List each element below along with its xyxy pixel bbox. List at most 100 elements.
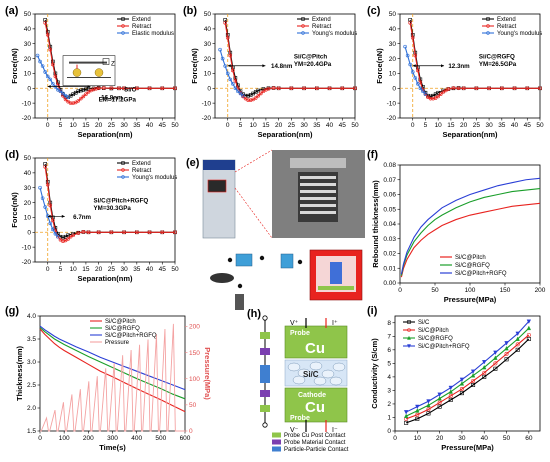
data-point-marker	[515, 342, 520, 347]
panel-label: (g)	[5, 305, 19, 317]
x-tick-label: 20	[460, 122, 468, 129]
data-point-marker	[471, 382, 476, 387]
probe-tip-box	[102, 58, 110, 65]
photo-press-ring	[300, 197, 336, 200]
legend-label: Si/C@RGFQ	[105, 326, 140, 332]
data-point-marker	[504, 341, 509, 346]
arrow-head	[262, 64, 266, 68]
arrow-head	[441, 64, 445, 68]
data-point-marker	[413, 76, 418, 80]
terminal	[262, 315, 268, 321]
data-point-marker	[43, 165, 47, 169]
photo-top-plate	[290, 158, 346, 168]
data-point-marker	[71, 233, 75, 238]
y-tick-label: 0.01	[383, 265, 396, 272]
photo-press-ring	[300, 176, 336, 179]
y-tick-label: 40	[24, 26, 32, 33]
data-point-marker	[233, 86, 238, 91]
data-point-marker	[233, 79, 238, 83]
data-point-marker	[58, 89, 63, 94]
contact-probe-material	[260, 348, 270, 355]
particle	[287, 362, 301, 372]
v-plus-label: V⁺	[290, 320, 299, 327]
series-line	[405, 338, 530, 424]
x-axis-label: Pressure(MPa)	[441, 443, 494, 452]
photo-press-ring	[300, 204, 336, 207]
y-tick-label: -20	[387, 115, 397, 122]
balance-icon	[235, 294, 244, 310]
data-point-marker	[231, 82, 235, 86]
data-point-marker	[504, 357, 509, 362]
data-point-marker	[515, 336, 520, 341]
y-right-tick-label: 50	[189, 402, 197, 409]
legend-label: Retract	[132, 168, 152, 174]
data-point-marker	[109, 86, 114, 90]
y-tick-label: 1	[387, 415, 391, 422]
x-tick-label: 35	[133, 266, 141, 273]
cabinet-screen	[207, 179, 227, 193]
y-tick-label: 10	[389, 71, 397, 78]
data-point-marker	[43, 21, 47, 25]
data-point-marker	[486, 31, 490, 35]
chart-annotation: 16.8nm	[101, 94, 123, 101]
x-tick-label: 20	[275, 122, 283, 129]
contact-cu-post	[260, 405, 270, 412]
y-tick-label: 40	[389, 26, 397, 33]
x-tick-label: 45	[159, 122, 167, 129]
data-point-marker	[410, 35, 415, 40]
step-number-dot	[237, 283, 243, 289]
data-point-marker	[51, 62, 55, 67]
data-point-marker	[223, 21, 227, 25]
legend-label: Si/C@RGFQ	[455, 263, 490, 269]
y-tick-label: 30	[24, 185, 32, 192]
y-tick-label: 0.05	[383, 206, 396, 213]
data-point-marker	[76, 89, 81, 94]
data-point-marker	[84, 87, 88, 92]
schematic-legend-swatch	[272, 439, 281, 445]
data-point-marker	[302, 86, 306, 91]
data-point-marker	[437, 392, 442, 397]
data-point-marker	[493, 361, 498, 366]
series-line	[37, 55, 69, 98]
data-point-marker	[487, 86, 491, 91]
data-point-marker	[81, 87, 86, 92]
x-tick-label: 50	[351, 122, 359, 129]
data-point-marker	[448, 385, 453, 391]
chart-panel-i: (i) 0 10 20 30 40 50 60 0 1 2 3 4 5 6 7 8 Pressure(MPa) Co…	[367, 305, 541, 452]
sample-cup	[235, 253, 253, 267]
y-tick-label: 0.00	[383, 280, 396, 287]
data-point-marker	[436, 94, 440, 99]
y-tick-label: -10	[202, 100, 212, 107]
data-point-marker	[61, 91, 65, 96]
legend-label: Extend	[132, 161, 151, 167]
chart-annotation: YM=26.5GPa	[479, 61, 517, 68]
x-tick-label: 30	[485, 122, 493, 129]
data-point-marker	[486, 24, 490, 28]
y-tick-label: 2.5	[27, 382, 36, 389]
y-axis-label: Force(nN)	[375, 48, 384, 84]
data-point-marker	[482, 370, 487, 375]
data-point-marker	[238, 91, 243, 96]
x-tick-label: 0	[38, 435, 42, 442]
data-point-marker	[415, 404, 420, 410]
data-point-marker	[147, 86, 152, 91]
legend-label: Si/C@Pitch	[418, 328, 449, 334]
cantilever	[69, 61, 107, 64]
y-tick-label: 10	[204, 71, 212, 78]
data-point-marker	[58, 237, 63, 242]
data-point-marker	[448, 389, 453, 394]
data-point-marker	[444, 88, 448, 93]
y-tick-label: 0	[27, 85, 31, 92]
data-point-marker	[56, 87, 60, 92]
data-point-marker	[426, 407, 431, 412]
step-number-dot	[297, 259, 303, 265]
data-point-marker	[63, 93, 68, 98]
data-point-marker	[121, 17, 125, 21]
data-point-marker	[76, 99, 81, 103]
legend: Si/C@PitchSi/C@RGFQSi/C@Pitch+RGFQPressu…	[90, 319, 157, 346]
data-point-marker	[109, 230, 114, 235]
data-point-marker	[48, 47, 53, 52]
x-tick-label: 25	[473, 122, 481, 129]
